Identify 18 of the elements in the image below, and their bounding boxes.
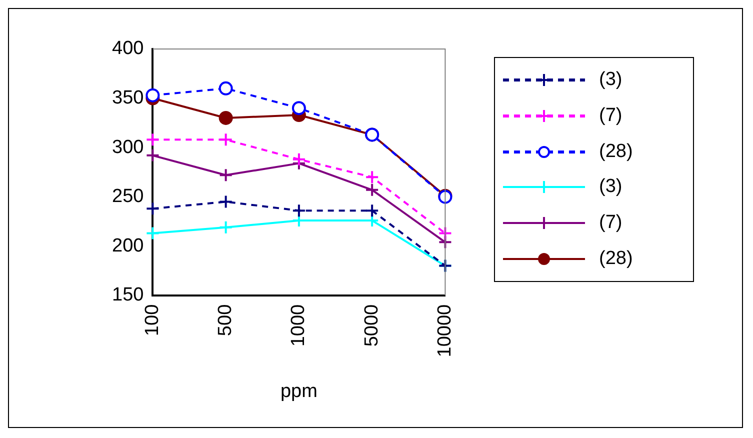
x-tick-label: 10000: [434, 304, 456, 358]
y-tick-label: 150: [112, 284, 144, 306]
legend-label: (3): [599, 176, 622, 198]
y-tick-label: 400: [112, 38, 144, 60]
legend-label: (7): [599, 104, 622, 127]
x-axis-title: ppm: [280, 380, 318, 402]
x-tick-label: 1000: [288, 304, 310, 347]
x-tick-label: 100: [142, 304, 163, 336]
y-tick-label: 350: [112, 88, 144, 109]
y-tick-label: 200: [112, 235, 144, 256]
y-tick-label: 300: [112, 136, 144, 158]
legend-label: (7): [599, 212, 622, 234]
legend-label: (3): [599, 68, 622, 91]
x-tick-label: 5000: [361, 304, 382, 347]
x-tick-label: 500: [215, 304, 236, 336]
legend-label: (28): [599, 140, 633, 163]
y-tick-label: 250: [112, 186, 144, 208]
legend-label: (28): [599, 248, 633, 270]
